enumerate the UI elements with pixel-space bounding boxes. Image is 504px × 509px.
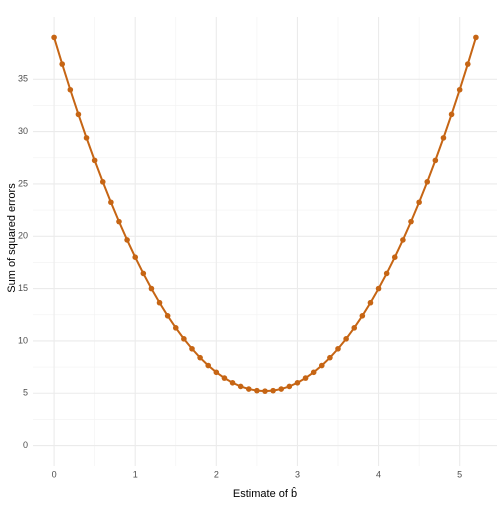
- data-point: [440, 135, 447, 141]
- data-point: [172, 325, 179, 331]
- y-tick-label: 15: [18, 283, 28, 293]
- data-point: [229, 379, 236, 386]
- data-point: [400, 237, 406, 243]
- data-point: [359, 313, 366, 319]
- x-tick-label: 0: [52, 469, 57, 479]
- data-point: [124, 237, 130, 243]
- data-point: [286, 383, 293, 390]
- data-point: [391, 254, 398, 260]
- x-tick-label: 2: [214, 469, 219, 479]
- data-point: [294, 379, 301, 386]
- data-point: [464, 61, 471, 67]
- data-point: [424, 179, 431, 185]
- data-point: [473, 34, 479, 41]
- data-point: [148, 285, 155, 292]
- data-point: [448, 111, 455, 118]
- data-point: [343, 336, 349, 342]
- data-point: [335, 345, 341, 352]
- data-point: [456, 86, 463, 93]
- data-point: [408, 218, 414, 225]
- data-point: [91, 157, 98, 164]
- y-tick-label: 25: [18, 178, 28, 188]
- data-point: [108, 199, 114, 206]
- data-point: [75, 111, 82, 118]
- data-point: [67, 86, 74, 93]
- data-point: [140, 270, 147, 277]
- data-point: [189, 345, 195, 352]
- data-point: [132, 254, 139, 260]
- data-point: [432, 157, 439, 164]
- data-point: [245, 386, 252, 392]
- y-tick-label: 20: [18, 231, 28, 241]
- data-point: [51, 34, 57, 41]
- y-axis-title: Sum of squared errors: [6, 183, 18, 293]
- x-tick-label: 1: [133, 469, 138, 479]
- data-point: [327, 354, 333, 361]
- data-point: [181, 336, 187, 342]
- data-point: [262, 388, 268, 394]
- data-point: [367, 299, 374, 306]
- data-point: [383, 270, 390, 277]
- y-tick-label: 10: [18, 335, 28, 345]
- data-point: [197, 354, 203, 361]
- data-point: [278, 386, 285, 392]
- data-point: [416, 199, 422, 206]
- data-point: [221, 375, 228, 381]
- y-tick-label: 30: [18, 126, 28, 136]
- y-tick-label: 0: [23, 440, 28, 450]
- y-tick-label: 35: [18, 74, 28, 84]
- data-point: [318, 362, 325, 369]
- data-point: [351, 325, 358, 331]
- data-point: [302, 375, 309, 381]
- data-line: [53, 37, 477, 393]
- data-point: [156, 299, 163, 306]
- x-tick-label: 3: [295, 469, 300, 479]
- data-point: [237, 383, 244, 390]
- data-point: [83, 135, 90, 141]
- y-tick-label: 5: [23, 388, 28, 398]
- data-point: [116, 218, 122, 225]
- x-tick-label: 4: [376, 469, 381, 479]
- data-point: [205, 362, 212, 369]
- data-point: [270, 387, 276, 394]
- data-point: [99, 179, 106, 185]
- x-axis-title: Estimate of b̂: [233, 486, 297, 500]
- x-tick-label: 5: [457, 469, 462, 479]
- data-point: [213, 369, 220, 376]
- data-point: [375, 285, 382, 292]
- data-point: [164, 313, 171, 319]
- data-point: [310, 369, 317, 376]
- data-point: [254, 387, 260, 394]
- data-point: [59, 61, 66, 67]
